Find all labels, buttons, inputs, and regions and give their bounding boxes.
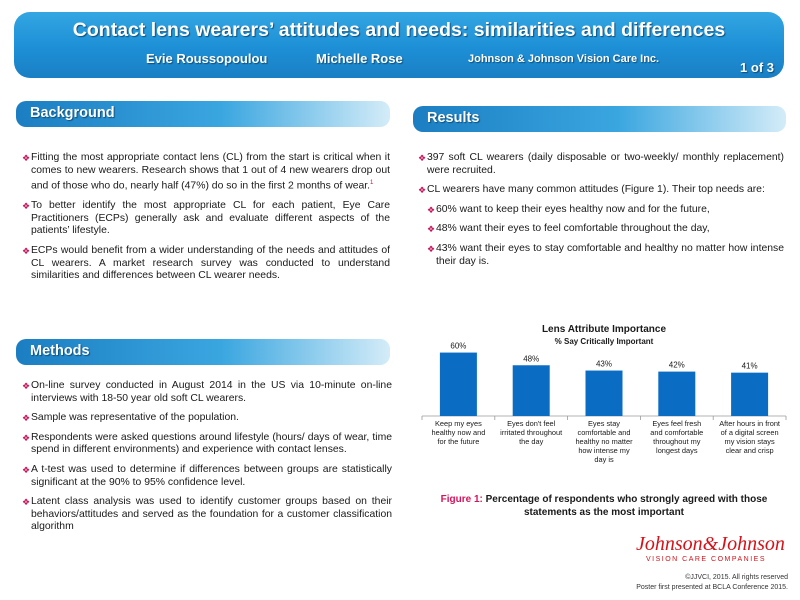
poster-title: Contact lens wearers’ attitudes and need…	[72, 19, 726, 41]
bullet-text: Fitting the most appropriate contact len…	[31, 152, 390, 192]
company-logo: Johnson&Johnson VISION CARE COMPANIES	[636, 533, 785, 573]
data-label: 43%	[596, 360, 612, 369]
figure-caption-text: Percentage of respondents who strongly a…	[485, 494, 768, 518]
author-name: Evie Roussopoulou	[146, 51, 268, 66]
diamond-bullet-icon: ❖	[22, 497, 31, 508]
diamond-bullet-icon: ❖	[22, 413, 31, 424]
methods-section: ❖ On-line survey conducted in August 201…	[22, 380, 392, 541]
data-label: 48%	[523, 354, 539, 363]
chart-bar	[585, 370, 623, 416]
bullet-text: 397 soft CL wearers (daily disposable or…	[427, 152, 784, 176]
chart-subtitle: % Say Critically Important	[555, 337, 654, 346]
bullet-text: Respondents were asked questions around …	[31, 431, 392, 456]
diamond-bullet-icon: ❖	[427, 204, 436, 215]
bullet-text: 48% want their eyes to feel comfortable …	[436, 223, 710, 235]
data-label: 60%	[450, 342, 466, 351]
bullet-text: Latent class analysis was used to identi…	[31, 496, 392, 533]
chart-bar	[512, 365, 550, 416]
bullet-text: On-line survey conducted in August 2014 …	[31, 380, 392, 404]
author-name: Michelle Rose	[316, 51, 403, 66]
diamond-bullet-icon: ❖	[418, 153, 427, 163]
category-label: After hours in front of a digital screen m…	[719, 419, 780, 455]
bar-chart: Lens Attribute Importance % Say Critical…	[421, 324, 787, 464]
footer: ©JJVCI, 2015. All rights reserved Poster…	[636, 573, 788, 593]
chart-bar	[658, 371, 696, 416]
results-heading: Results	[427, 110, 480, 126]
copyright-text: ©JJVCI, 2015. All rights reserved	[685, 574, 788, 581]
list-item: ❖ 43% want their eyes to stay comfortabl…	[427, 243, 784, 268]
methods-heading: Methods	[30, 343, 90, 359]
list-item: ❖ CL wearers have many common attitudes …	[418, 184, 784, 197]
list-item: ❖ Respondents were asked questions aroun…	[22, 432, 392, 457]
list-item: ❖ Sample was representative of the popul…	[22, 412, 392, 425]
chart-bar	[439, 352, 477, 416]
diamond-bullet-icon: ❖	[22, 464, 31, 475]
data-label: 41%	[742, 362, 758, 371]
title-banner: Contact lens wearers’ attitudes and need…	[14, 12, 784, 78]
figure-label: Figure 1:	[440, 494, 483, 505]
results-section: ❖ 397 soft CL wearers (daily disposable …	[418, 152, 784, 275]
bullet-text: To better identify the most appropriate …	[31, 200, 390, 237]
diamond-bullet-icon: ❖	[22, 201, 31, 212]
background-heading-bar: Background	[16, 101, 390, 127]
category-label: Eyes feel fresh and comfortable throughout…	[650, 419, 703, 455]
background-heading: Background	[30, 105, 115, 121]
diamond-bullet-icon: ❖	[22, 153, 31, 163]
diamond-bullet-icon: ❖	[22, 381, 31, 391]
diamond-bullet-icon: ❖	[22, 246, 31, 257]
list-item: ❖ On-line survey conducted in August 201…	[22, 380, 392, 405]
conference-note: Poster first presented at BCLA Conferenc…	[636, 584, 788, 591]
methods-heading-bar: Methods	[16, 339, 390, 365]
category-label: Keep my eyes healthy now and for the futur…	[431, 419, 485, 446]
chart-title: Lens Attribute Importance	[542, 324, 667, 335]
diamond-bullet-icon: ❖	[427, 243, 436, 254]
category-label: Eyes don't feel irritated throughout the d…	[500, 419, 562, 446]
list-item: ❖ 397 soft CL wearers (daily disposable …	[418, 152, 784, 177]
logo-wordmark: Johnson&Johnson	[636, 533, 785, 555]
diamond-bullet-icon: ❖	[427, 224, 436, 235]
list-item: ❖ To better identify the most appropriat…	[22, 200, 390, 238]
reference-mark: 1	[370, 180, 374, 187]
bullet-text: CL wearers have many common attitudes (F…	[427, 184, 765, 196]
logo-tagline: VISION CARE COMPANIES	[645, 556, 767, 563]
figure-caption: Figure 1: Percentage of respondents who …	[420, 494, 788, 519]
list-item: ❖ Fitting the most appropriate contact l…	[22, 152, 390, 193]
list-item: ❖ A t-test was used to determine if diff…	[22, 464, 392, 489]
list-item: ❖ 48% want their eyes to feel comfortabl…	[427, 223, 784, 236]
affiliation: Johnson & Johnson Vision Care Inc.	[468, 53, 660, 65]
bullet-text: 43% want their eyes to stay comfortable …	[436, 242, 784, 267]
lens-attribute-chart: Lens Attribute Importance % Say Critical…	[418, 320, 790, 480]
results-heading-bar: Results	[413, 106, 786, 132]
diamond-bullet-icon: ❖	[418, 185, 427, 196]
bullet-text: ECPs would benefit from a wider understa…	[31, 245, 390, 282]
category-label: Eyes stay comfortable and healthy no matte…	[575, 419, 633, 464]
list-item: ❖ ECPs would benefit from a wider unders…	[22, 245, 390, 283]
background-section: ❖ Fitting the most appropriate contact l…	[22, 152, 390, 290]
bullet-text: A t-test was used to determine if differ…	[31, 463, 392, 488]
page-number: 1 of 3	[740, 60, 774, 75]
bullet-text: 60% want to keep their eyes healthy now …	[436, 203, 710, 215]
chart-bar	[731, 372, 769, 416]
list-item: ❖ 60% want to keep their eyes healthy no…	[427, 204, 784, 217]
list-item: ❖ Latent class analysis was used to iden…	[22, 496, 392, 534]
data-label: 42%	[669, 361, 685, 370]
diamond-bullet-icon: ❖	[22, 432, 31, 443]
bullet-text: Sample was representative of the populat…	[31, 412, 239, 424]
